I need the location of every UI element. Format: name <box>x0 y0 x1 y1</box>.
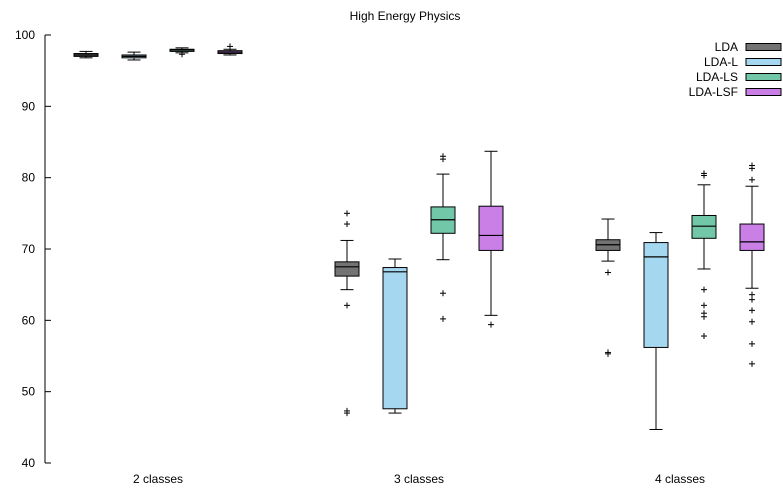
outlier-point <box>605 350 611 357</box>
legend-item-lda: LDA <box>715 40 782 54</box>
box-lda-l-2-classes <box>121 51 147 61</box>
legend-label: LDA-LS <box>696 70 738 84</box>
outlier-point <box>749 176 755 183</box>
box-lda-ls-4-classes <box>691 170 717 340</box>
outlier-point <box>701 333 707 340</box>
outlier-point <box>749 296 755 303</box>
box-lda-4-classes <box>595 218 621 357</box>
box-lda-lsf-2-classes <box>217 43 243 56</box>
outlier-point <box>701 302 707 309</box>
outlier-point <box>440 290 446 297</box>
outlier-point <box>440 156 446 163</box>
legend-item-lda-l: LDA-L <box>704 55 782 69</box>
outlier-point <box>344 302 350 309</box>
outlier-point <box>701 286 707 293</box>
outlier-point <box>440 315 446 322</box>
iqr-box <box>478 205 504 251</box>
x-tick-label: 4 classes <box>655 472 705 486</box>
outlier-point <box>749 307 755 314</box>
outlier-point <box>179 51 185 58</box>
y-tick-label: 40 <box>22 456 36 470</box>
box-lda-lsf-4-classes <box>739 162 765 367</box>
y-tick-label: 50 <box>22 385 36 399</box>
x-tick-label: 3 classes <box>394 472 444 486</box>
legend-label: LDA-L <box>704 55 738 69</box>
outlier-point <box>488 321 494 328</box>
outlier-point <box>344 210 350 217</box>
outlier-point <box>344 221 350 228</box>
y-tick-label: 90 <box>22 99 36 113</box>
y-tick-label: 100 <box>15 28 35 42</box>
outlier-point <box>344 410 350 417</box>
outlier-point <box>701 172 707 179</box>
legend-swatch <box>745 43 782 51</box>
iqr-box <box>643 242 669 348</box>
outlier-point <box>605 269 611 276</box>
legend-item-lda-lsf: LDA-LSF <box>689 85 782 99</box>
box-lda-ls-2-classes <box>169 47 195 58</box>
legend-swatch <box>745 73 782 81</box>
box-lda-l-3-classes <box>382 258 408 414</box>
legend-item-lda-ls: LDA-LS <box>696 70 782 84</box>
iqr-box <box>334 261 360 277</box>
y-tick-label: 80 <box>22 171 36 185</box>
iqr-box <box>691 214 717 239</box>
box-lda-lsf-3-classes <box>478 150 504 328</box>
outlier-point <box>701 313 707 320</box>
box-lda-ls-3-classes <box>430 153 456 322</box>
legend-swatch <box>745 88 782 96</box>
y-tick-label: 70 <box>22 242 36 256</box>
iqr-box <box>739 223 765 251</box>
box-lda-2-classes <box>73 50 99 59</box>
legend-label: LDA-LSF <box>689 85 738 99</box>
box-lda-3-classes <box>334 210 360 417</box>
x-axis: 2 classes 3 classes 4 classes <box>133 472 705 486</box>
y-axis: 40 50 60 70 80 90 100 <box>15 28 51 470</box>
legend-swatch <box>745 58 782 66</box>
outlier-point <box>749 360 755 367</box>
y-tick-label: 60 <box>22 313 36 327</box>
outlier-point <box>749 165 755 172</box>
outlier-point <box>749 340 755 347</box>
box-lda-l-4-classes <box>643 232 669 430</box>
outlier-point <box>227 43 233 50</box>
x-tick-label: 2 classes <box>133 472 183 486</box>
outlier-point <box>749 318 755 325</box>
chart-title: High Energy Physics <box>350 9 461 23</box>
iqr-box <box>382 267 408 410</box>
legend-label: LDA <box>715 40 738 54</box>
plot-area <box>73 43 765 430</box>
